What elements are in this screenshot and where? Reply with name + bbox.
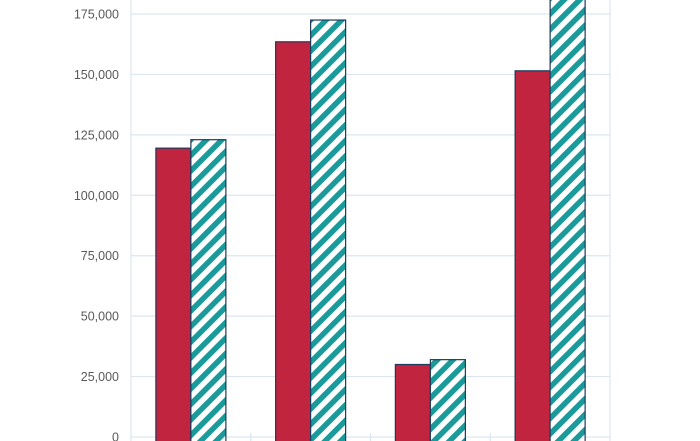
category-separators (250, 0, 611, 441)
y-tick-label-2: 50,000 (81, 310, 119, 324)
y-tick-label-3: 75,000 (81, 249, 119, 263)
bar-series2-cat1 (190, 139, 227, 441)
y-tick-labels: 0 25,000 50,000 75,000 100,000 125,000 150,000… (74, 8, 119, 441)
bar-series1-cat4 (514, 70, 551, 441)
y-tick-label-6: 150,000 (74, 68, 119, 82)
y-tick-label-4: 100,000 (74, 189, 119, 203)
bar-series2-cat2 (310, 19, 347, 441)
bar-series1-cat3 (394, 363, 431, 441)
bars (155, 0, 586, 441)
bar-series2-cat3 (429, 359, 466, 441)
y-tick-label-1: 25,000 (81, 370, 119, 384)
y-tick-label-7: 175,000 (74, 8, 119, 22)
y-tick-label-0: 0 (112, 431, 119, 441)
bar-series1-cat1 (155, 147, 192, 441)
bar-series1-cat2 (275, 41, 312, 441)
bar-series2-cat4 (549, 0, 586, 441)
y-tick-label-5: 125,000 (74, 128, 119, 142)
